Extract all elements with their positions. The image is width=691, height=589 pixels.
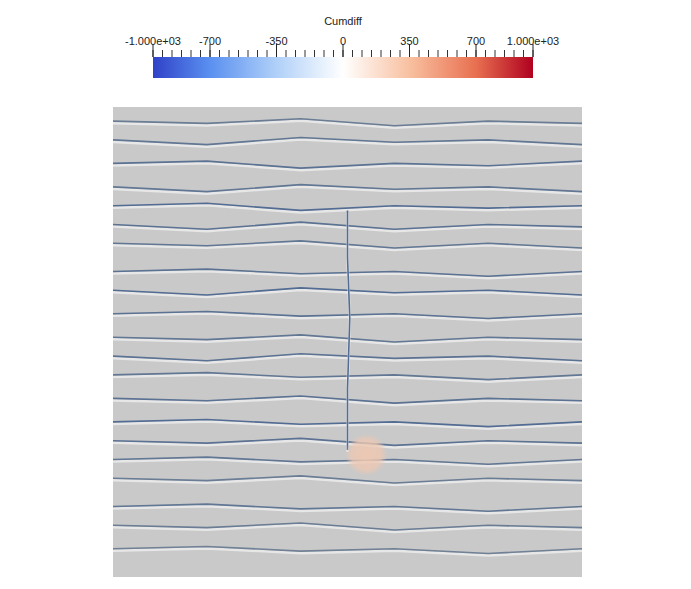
colorbar-minor-tick	[438, 50, 439, 57]
colorbar-minor-tick	[181, 50, 182, 57]
colorbar-title: Cumdiff	[324, 15, 363, 27]
colorbar-minor-tick	[371, 50, 372, 57]
colorbar-tick-label: 1.000e+03	[507, 35, 559, 47]
colorbar-minor-tick	[457, 50, 458, 57]
colorbar-tick-label: -1.000e+03	[125, 35, 181, 47]
channel	[113, 476, 582, 483]
colorbar-minor-tick	[419, 50, 420, 57]
colorbar-minor-tick	[229, 50, 230, 57]
colorbar-minor-tick	[200, 50, 201, 57]
channel	[348, 210, 350, 450]
colorbar-minor-tick	[514, 50, 515, 57]
colorbar-tick-label: 700	[467, 35, 485, 47]
channel	[113, 161, 582, 168]
colorbar-tick-label: 350	[400, 35, 418, 47]
colorbar-minor-tick	[162, 50, 163, 57]
field-marks	[113, 119, 582, 556]
colorbar-minor-tick	[466, 50, 467, 57]
colorbar-minor-tick	[267, 50, 268, 57]
colorbar-minor-tick	[485, 50, 486, 57]
canvas: Cumdiff -1.000e+03 -700 -350 0 350 700 1.000e+0…	[0, 0, 691, 589]
colorbar-minor-tick	[381, 50, 382, 57]
colorbar-minor-tick	[324, 50, 325, 57]
colorbar-tick-label: -700	[199, 35, 221, 47]
colorbar-minor-tick	[400, 50, 401, 57]
colorbar-minor-tick	[191, 50, 192, 57]
colorbar-tick-label: -350	[265, 35, 287, 47]
colorbar-minor-tick	[295, 50, 296, 57]
patch	[345, 434, 387, 476]
channel	[113, 312, 582, 319]
colorbar-minor-tick	[352, 50, 353, 57]
colorbar-minor-tick	[428, 50, 429, 57]
channel	[113, 547, 582, 554]
colorbar-tick-label: 0	[340, 35, 346, 47]
channel	[113, 335, 582, 342]
colorbar-minor-tick	[504, 50, 505, 57]
root: Cumdiff -1.000e+03 -700 -350 0 350 700 1.000e+0…	[0, 0, 691, 589]
channel	[113, 523, 582, 530]
colorbar-minor-tick	[238, 50, 239, 57]
colorbar-minor-tick	[362, 50, 363, 57]
colorbar-minor-tick	[219, 50, 220, 57]
field-background	[113, 107, 582, 577]
colorbar-minor-tick	[305, 50, 306, 57]
colorbar	[153, 57, 533, 78]
colorbar-minor-tick	[314, 50, 315, 57]
colorbar-minor-tick	[257, 50, 258, 57]
colorbar-minor-tick	[523, 50, 524, 57]
colorbar-minor-tick	[248, 50, 249, 57]
colorbar-minor-tick	[286, 50, 287, 57]
colorbar-minor-tick	[390, 50, 391, 57]
channel	[113, 119, 582, 126]
colorbar-minor-tick	[172, 50, 173, 57]
channel	[113, 504, 582, 511]
colorbar-minor-tick	[447, 50, 448, 57]
colorbar-minor-tick	[495, 50, 496, 57]
channel	[113, 185, 582, 192]
channel	[113, 138, 582, 145]
channel	[113, 203, 582, 210]
colorbar-minor-tick	[333, 50, 334, 57]
